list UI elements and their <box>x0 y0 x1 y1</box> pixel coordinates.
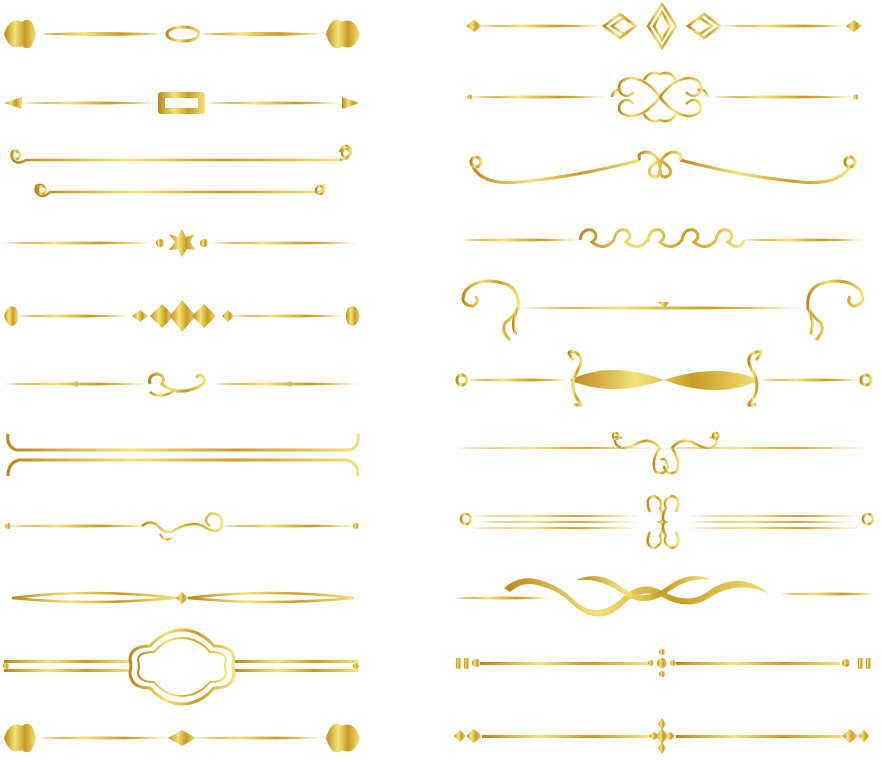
triple-line-scroll-divider <box>459 494 875 550</box>
wave-scroll-row-divider <box>462 228 866 248</box>
double-line-spiral-end-divider <box>10 144 353 198</box>
star-burst-center-divider <box>4 229 360 257</box>
tulip-end-oval-center-divider <box>4 19 360 49</box>
cartouche-frame-divider <box>3 628 359 706</box>
hanging-scroll-divider <box>456 431 872 475</box>
bracket-double-line-divider <box>6 433 360 477</box>
diamond-cross-divider <box>454 718 870 754</box>
dot-cross-divider <box>456 649 871 677</box>
figure-eight-ribbon-divider <box>455 350 873 407</box>
diamond-cluster-tulip-end-divider <box>4 300 360 332</box>
diamond-lattice-center-divider <box>466 1 862 51</box>
right-column <box>454 1 876 754</box>
loop-wave-divider <box>469 150 857 185</box>
arrow-end-rectangle-center-divider <box>4 92 360 114</box>
tulip-end-diamond-center-divider <box>4 723 360 753</box>
lens-shaped-divider <box>11 591 355 604</box>
heart-scroll-center-divider <box>467 71 859 123</box>
ribbon-weave-divider <box>454 576 876 617</box>
swirl-flourish-divider <box>5 512 359 541</box>
s-scroll-center-divider <box>4 372 360 397</box>
left-column <box>3 19 360 753</box>
large-curl-bracket-divider <box>461 279 865 342</box>
